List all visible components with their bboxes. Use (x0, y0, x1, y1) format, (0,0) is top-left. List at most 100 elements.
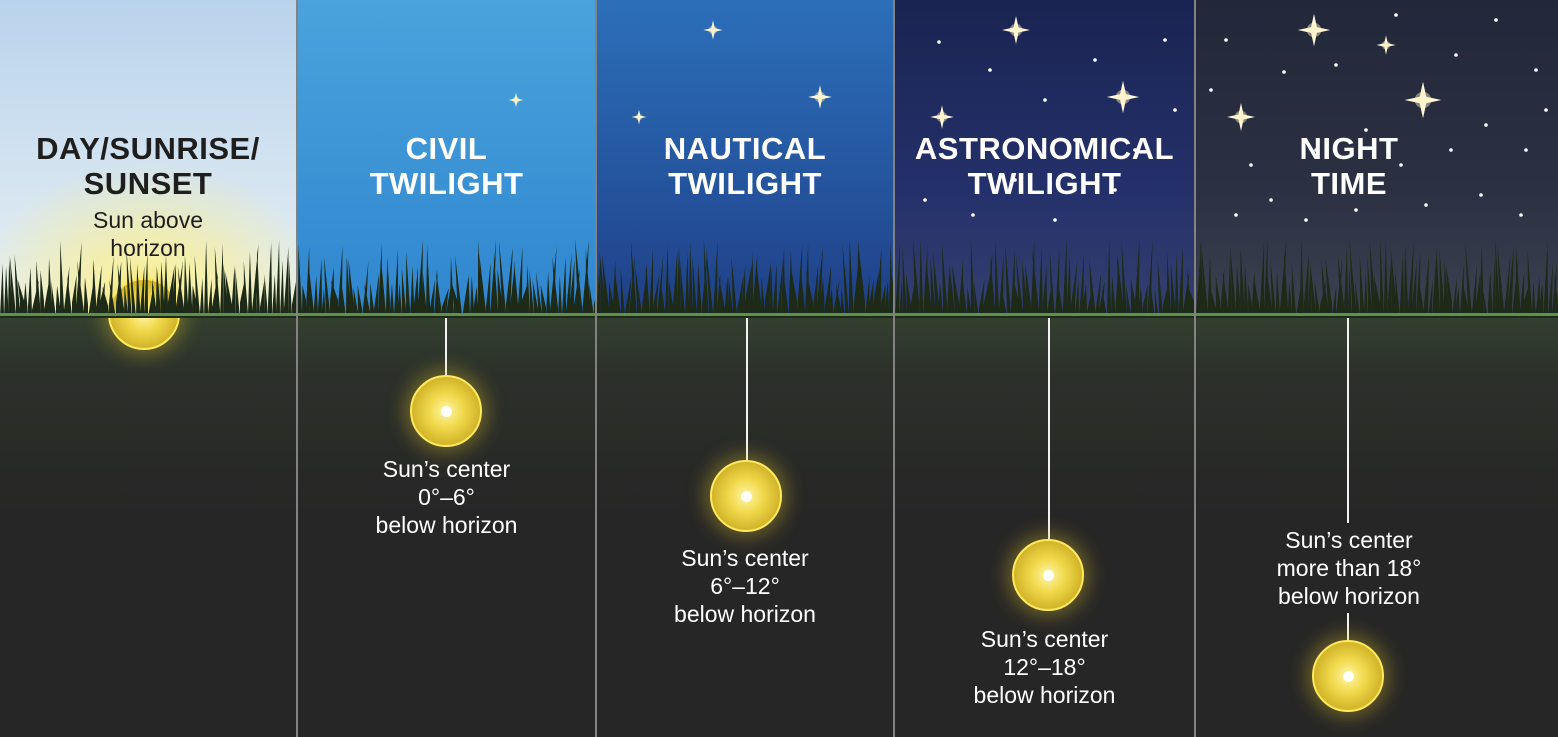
sun-depth-line (1347, 318, 1349, 523)
title-line: CIVIL (405, 131, 488, 166)
star-glow (1414, 91, 1432, 109)
star-sparkle (508, 92, 524, 108)
grass-silhouette (597, 238, 893, 318)
star-dot (1234, 213, 1238, 217)
star-sparkle (1002, 16, 1030, 44)
desc-line: below horizon (973, 682, 1116, 708)
horizon-line (0, 313, 296, 316)
star-dot (1013, 178, 1017, 182)
desc-line: 12°–18° (1003, 654, 1086, 680)
star-sparkle (631, 109, 647, 125)
desc-line: 0°–6° (418, 484, 475, 510)
panel-nautical: NAUTICAL TWILIGHT Sun’s center 6°–12° be… (597, 0, 893, 737)
star-dot (1494, 18, 1498, 22)
panel-astronomical: ASTRONOMICAL TWILIGHT Sun’s center 12°–1… (895, 0, 1194, 737)
grass-shape (597, 238, 893, 318)
grass-silhouette (298, 239, 595, 318)
desc-line: Sun above (93, 207, 203, 233)
star-glow (635, 113, 643, 121)
title-line: NIGHT (1299, 131, 1399, 166)
title-line: NAUTICAL (663, 131, 827, 166)
panel-divider (296, 0, 298, 737)
sun-center-dot (440, 405, 452, 417)
star-sparkle (1297, 13, 1331, 47)
grass-blades (597, 238, 893, 318)
stars-civil (508, 92, 524, 108)
star-glow (936, 111, 948, 123)
panel-title-civil: CIVIL TWILIGHT (298, 131, 595, 201)
star-dot (1113, 188, 1117, 192)
star-dot (1449, 148, 1453, 152)
desc-line: Sun’s center (980, 626, 1109, 652)
star-dot (1479, 193, 1483, 197)
grass-blades (1196, 238, 1558, 318)
panel-title-astronomical: ASTRONOMICAL TWILIGHT (895, 131, 1194, 201)
sky-civil (298, 0, 595, 316)
star-dot (1093, 58, 1097, 62)
star-dot (1209, 88, 1213, 92)
title-line: ASTRONOMICAL (914, 131, 1175, 166)
title-line: TWILIGHT (369, 166, 524, 201)
title-line: SUNSET (83, 166, 213, 201)
star-dot (1544, 108, 1548, 112)
grass-silhouette (0, 239, 296, 318)
star-dot (1282, 70, 1286, 74)
panel-title-nautical: NAUTICAL TWILIGHT (597, 131, 893, 201)
panel-title-night: NIGHT TIME (1196, 131, 1502, 201)
star-sparkle (703, 20, 723, 40)
star-dot (953, 148, 957, 152)
desc-line: below horizon (1278, 583, 1420, 609)
star-dot (1534, 68, 1538, 72)
star-sparkle (930, 105, 954, 129)
title-line: DAY/SUNRISE/ (36, 131, 260, 166)
grass-shape (895, 238, 1194, 318)
star-dot (1394, 13, 1398, 17)
star-sparkle (1376, 35, 1396, 55)
desc-line: Sun’s center (681, 545, 809, 571)
grass-blades (0, 239, 296, 318)
panel-day: DAY/SUNRISE/ SUNSET Sun above horizon (0, 0, 296, 737)
star-dot (1354, 208, 1358, 212)
stars-night (1209, 13, 1548, 222)
star-sparkle (1227, 103, 1255, 131)
star-dot (1334, 63, 1338, 67)
title-line: TWILIGHT (967, 166, 1122, 201)
star-glow (1306, 22, 1322, 38)
sun-icon-astronomical (1012, 539, 1084, 611)
star-dot (937, 40, 941, 44)
title-line: TIME (1310, 166, 1388, 201)
sun-center-dot (1042, 569, 1054, 581)
sky-night (1196, 0, 1558, 316)
sun-icon-civil (410, 375, 482, 447)
sun-depth-line (746, 318, 748, 496)
ground-day (0, 316, 296, 737)
star-glow (512, 96, 520, 104)
star-dot (1304, 218, 1308, 222)
sun-icon-night (1312, 640, 1384, 712)
sun-depth-line (1048, 318, 1050, 575)
horizon-line (1196, 313, 1558, 316)
grass-silhouette (1196, 238, 1558, 318)
horizon-line (298, 313, 595, 316)
sun-position-label-astronomical: Sun’s center 12°–18° below horizon (895, 625, 1194, 709)
star-glow (1381, 40, 1391, 50)
panel-civil: CIVIL TWILIGHT Sun’s center 0°–6° below … (298, 0, 595, 737)
grass-silhouette (895, 238, 1194, 318)
star-dot (1269, 198, 1273, 202)
star-dot (1053, 218, 1057, 222)
star-dot (923, 198, 927, 202)
sun-position-label-night: Sun’s center more than 18° below horizon (1196, 526, 1502, 610)
star-dot (1224, 38, 1228, 42)
desc-line: more than 18° (1276, 555, 1422, 581)
sun-icon-nautical (710, 460, 782, 532)
panel-night: NIGHT TIME Sun’s center more than 18° be… (1196, 0, 1558, 737)
sun-position-label-nautical: Sun’s center 6°–12° below horizon (597, 544, 893, 628)
grass-shape (298, 239, 595, 318)
star-dot (1073, 138, 1077, 142)
star-sparkle (1404, 81, 1442, 119)
desc-line: 6°–12° (710, 573, 780, 599)
star-dot (1524, 148, 1528, 152)
sky-astronomical (895, 0, 1194, 316)
star-dot (1399, 163, 1403, 167)
